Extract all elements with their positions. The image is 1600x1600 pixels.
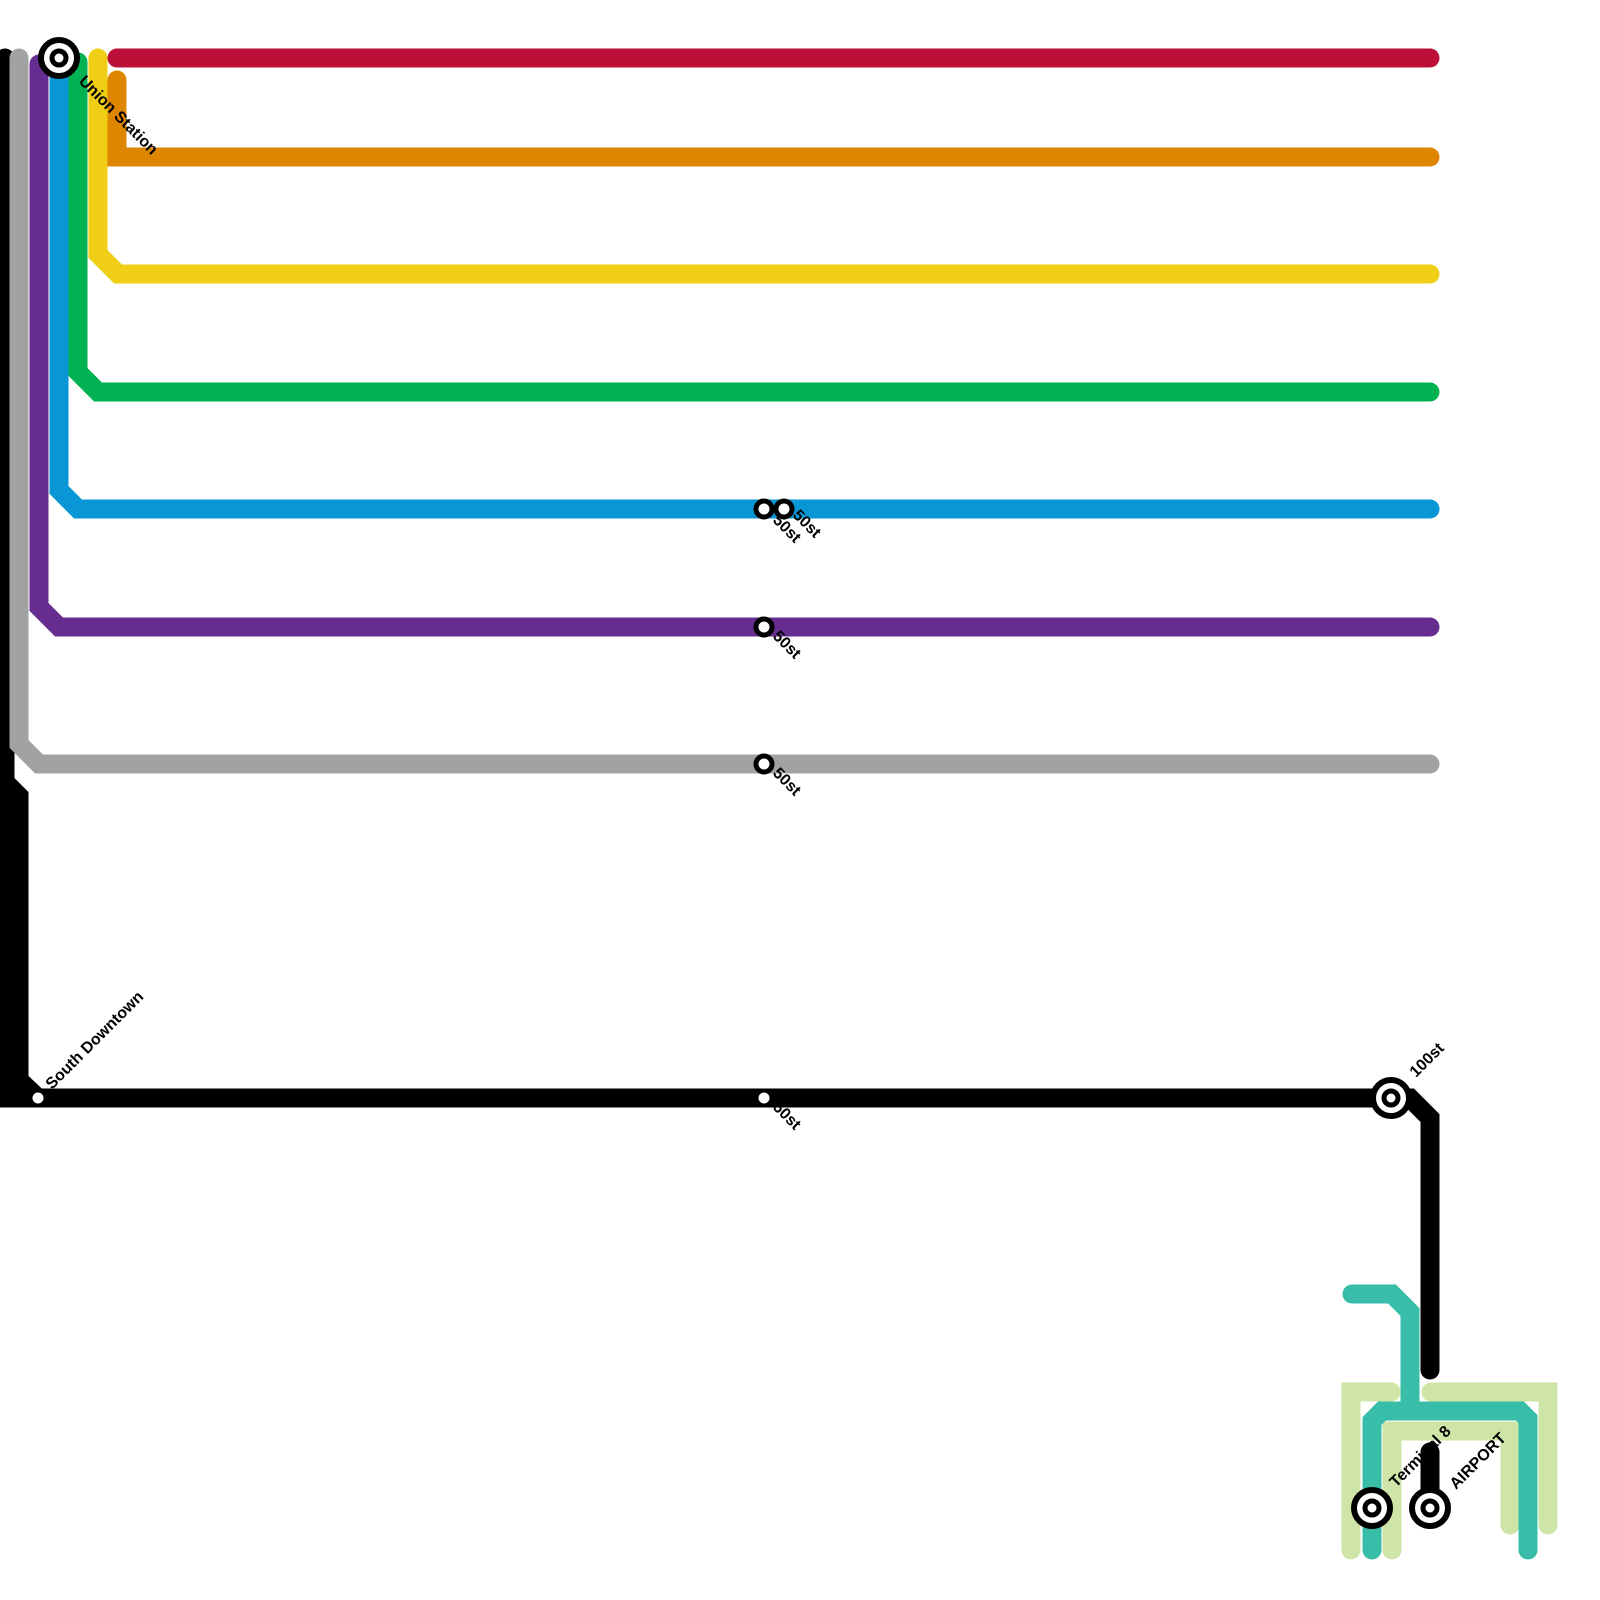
line-yellow	[88, 48, 1440, 284]
line-lightgreen-inner	[1382, 1421, 1520, 1560]
line-teal-branches	[1362, 1401, 1538, 1560]
station-label: 100st	[1407, 1039, 1448, 1080]
line-lightgreen-outer-right	[1421, 1382, 1558, 1535]
line-orange	[107, 70, 1440, 167]
line-gray	[9, 48, 1440, 774]
station-100st[interactable]: 100st	[1370, 1039, 1448, 1119]
line-purple	[29, 54, 1440, 637]
line-lightgreen-outer-left	[1341, 1382, 1401, 1560]
line-teal-stem	[1342, 1284, 1420, 1421]
station-south-downtown[interactable]: South Downtown	[29, 988, 147, 1107]
line-green	[68, 52, 1440, 402]
line-black	[0, 48, 1440, 1380]
station-label: South Downtown	[43, 988, 147, 1092]
